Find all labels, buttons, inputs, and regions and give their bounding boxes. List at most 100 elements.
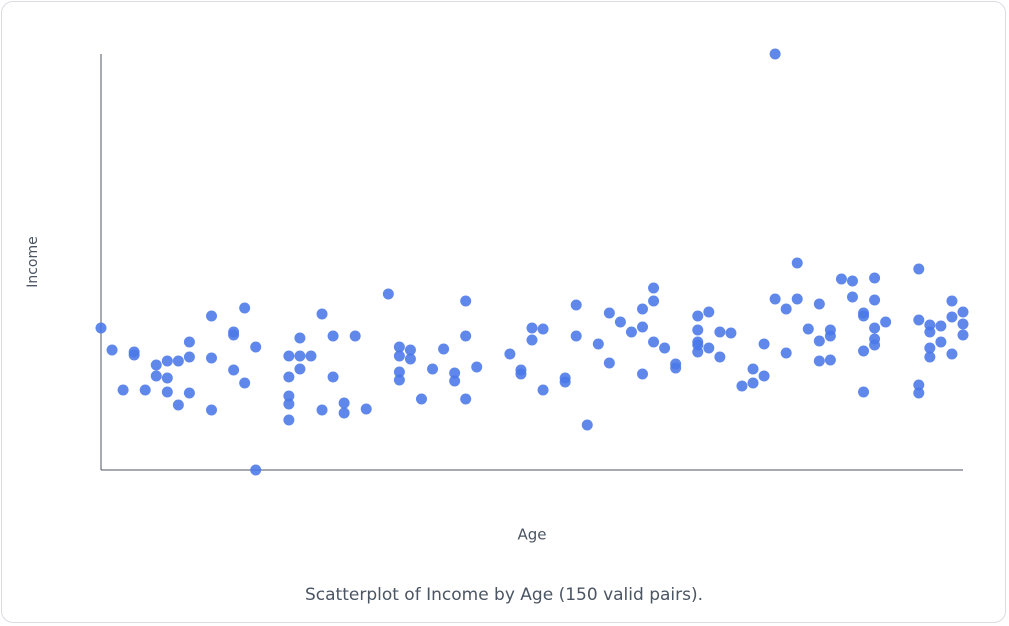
point <box>239 377 251 389</box>
point <box>603 357 615 369</box>
point <box>183 351 195 363</box>
point <box>813 298 825 310</box>
point <box>250 341 262 353</box>
point <box>957 318 969 330</box>
point <box>946 311 958 323</box>
point <box>250 464 262 476</box>
point <box>714 326 726 338</box>
point <box>913 379 925 391</box>
point <box>758 370 770 382</box>
point <box>603 307 615 319</box>
point <box>449 367 461 379</box>
point <box>637 368 649 380</box>
point <box>758 338 770 350</box>
point <box>957 306 969 318</box>
point <box>625 326 637 338</box>
point <box>349 330 361 342</box>
point <box>438 343 450 355</box>
point <box>460 330 472 342</box>
point <box>393 350 405 362</box>
caption: Scatterplot of Income by Age (150 valid … <box>305 585 703 605</box>
point <box>283 371 295 383</box>
point <box>692 346 704 358</box>
point <box>846 291 858 303</box>
point <box>150 370 162 382</box>
point <box>780 347 792 359</box>
point <box>404 344 416 356</box>
x-axis-label: Age <box>517 526 546 544</box>
point <box>139 384 151 396</box>
point <box>858 386 870 398</box>
point <box>869 322 881 334</box>
point <box>526 334 538 346</box>
point <box>294 332 306 344</box>
point <box>206 310 218 322</box>
point <box>526 322 538 334</box>
point <box>537 323 549 335</box>
point <box>172 399 184 411</box>
point <box>183 387 195 399</box>
point <box>924 326 936 338</box>
point <box>316 308 328 320</box>
point <box>460 393 472 405</box>
point <box>824 330 836 342</box>
point <box>283 390 295 402</box>
point <box>570 299 582 311</box>
point <box>95 322 107 334</box>
point <box>515 368 527 380</box>
point <box>869 272 881 284</box>
point <box>128 349 140 361</box>
point <box>769 293 781 305</box>
point <box>747 363 759 375</box>
point <box>648 295 660 307</box>
point <box>393 341 405 353</box>
point <box>393 374 405 386</box>
point <box>393 366 405 378</box>
point <box>360 403 372 415</box>
point <box>791 293 803 305</box>
point <box>913 263 925 275</box>
point <box>725 327 737 339</box>
point <box>880 316 892 328</box>
point <box>239 302 251 314</box>
point <box>294 350 306 362</box>
point <box>913 387 925 399</box>
point <box>150 359 162 371</box>
point <box>946 348 958 360</box>
point <box>294 363 306 375</box>
point <box>559 376 571 388</box>
point <box>305 350 317 362</box>
point <box>283 414 295 426</box>
point <box>769 48 781 60</box>
point <box>537 384 549 396</box>
point <box>703 342 715 354</box>
point <box>228 329 240 341</box>
y-axis-label: Income <box>25 236 41 288</box>
point <box>382 288 394 300</box>
point <box>614 316 626 328</box>
point <box>637 321 649 333</box>
point <box>206 404 218 416</box>
point <box>648 282 660 294</box>
point <box>648 336 660 348</box>
point <box>692 310 704 322</box>
point <box>161 386 173 398</box>
point <box>327 330 339 342</box>
point <box>637 303 649 315</box>
point <box>703 306 715 318</box>
point <box>858 345 870 357</box>
point <box>404 353 416 365</box>
point <box>581 419 593 431</box>
point <box>449 375 461 387</box>
point <box>924 351 936 363</box>
point <box>957 329 969 341</box>
point <box>504 348 516 360</box>
point <box>913 314 925 326</box>
point <box>327 371 339 383</box>
point <box>228 364 240 376</box>
point <box>338 407 350 419</box>
point <box>338 397 350 409</box>
point <box>935 336 947 348</box>
